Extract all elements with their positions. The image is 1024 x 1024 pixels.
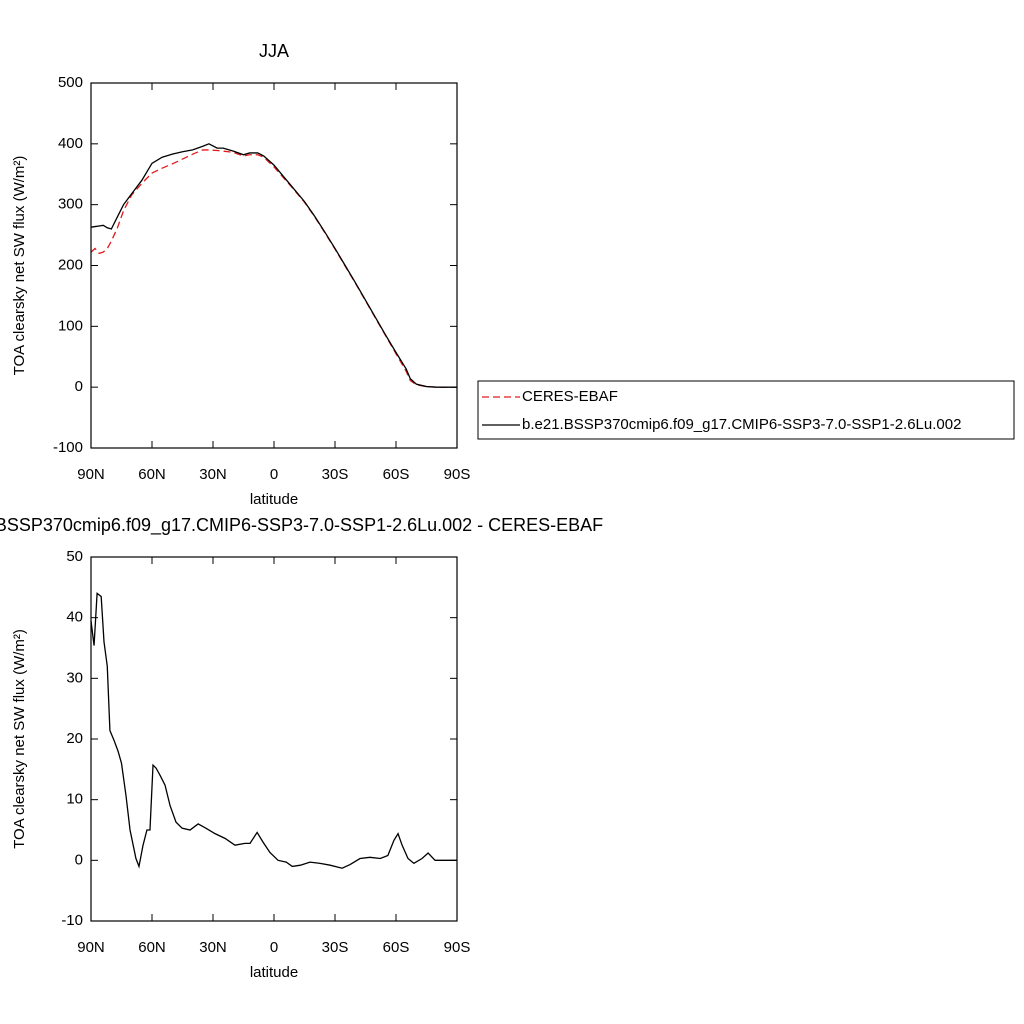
x-axis-label: latitude bbox=[250, 491, 298, 508]
x-tick-label: 90S bbox=[444, 939, 471, 956]
y-tick-label: 300 bbox=[58, 196, 83, 213]
y-tick-label: 40 bbox=[66, 609, 83, 626]
x-tick-label: 60S bbox=[383, 466, 410, 483]
y-tick-label: -100 bbox=[53, 439, 83, 456]
x-tick-label: 30N bbox=[199, 939, 227, 956]
x-tick-label: 90S bbox=[444, 466, 471, 483]
y-tick-label: 500 bbox=[58, 74, 83, 91]
x-tick-label: 60N bbox=[138, 466, 166, 483]
y-tick-label: 50 bbox=[66, 548, 83, 565]
x-tick-label: 0 bbox=[270, 466, 278, 483]
y-axis-label: TOA clearsky net SW flux (W/m²) bbox=[11, 156, 28, 376]
y-tick-label: 10 bbox=[66, 791, 83, 808]
y-tick-label: 100 bbox=[58, 317, 83, 334]
data-line bbox=[90, 149, 457, 388]
data-line bbox=[90, 592, 457, 869]
y-tick-label: 0 bbox=[75, 378, 83, 395]
x-tick-label: 60N bbox=[138, 939, 166, 956]
x-tick-label: 30N bbox=[199, 466, 227, 483]
chart-title: b.e21.BSSP370cmip6.f09_g17.CMIP6-SSP3-7.… bbox=[0, 515, 603, 536]
y-tick-label: -10 bbox=[61, 912, 83, 929]
x-tick-label: 30S bbox=[322, 466, 349, 483]
x-tick-label: 90N bbox=[77, 939, 105, 956]
plot-frame bbox=[90, 82, 458, 449]
legend-label: CERES-EBAF bbox=[522, 388, 618, 405]
y-tick-label: 20 bbox=[66, 730, 83, 747]
plot-frame bbox=[90, 556, 458, 922]
y-tick-label: 30 bbox=[66, 669, 83, 686]
legend-box bbox=[477, 380, 1015, 440]
legend-label: b.e21.BSSP370cmip6.f09_g17.CMIP6-SSP3-7.… bbox=[522, 416, 961, 433]
data-line bbox=[90, 143, 457, 388]
chart-title: JJA bbox=[259, 41, 289, 61]
y-tick-label: 400 bbox=[58, 135, 83, 152]
y-tick-label: 0 bbox=[75, 851, 83, 868]
x-tick-label: 90N bbox=[77, 466, 105, 483]
x-tick-label: 30S bbox=[322, 939, 349, 956]
x-tick-label: 0 bbox=[270, 939, 278, 956]
y-tick-label: 200 bbox=[58, 256, 83, 273]
y-axis-label: TOA clearsky net SW flux (W/m²) bbox=[11, 629, 28, 849]
x-tick-label: 60S bbox=[383, 939, 410, 956]
x-axis-label: latitude bbox=[250, 964, 298, 981]
